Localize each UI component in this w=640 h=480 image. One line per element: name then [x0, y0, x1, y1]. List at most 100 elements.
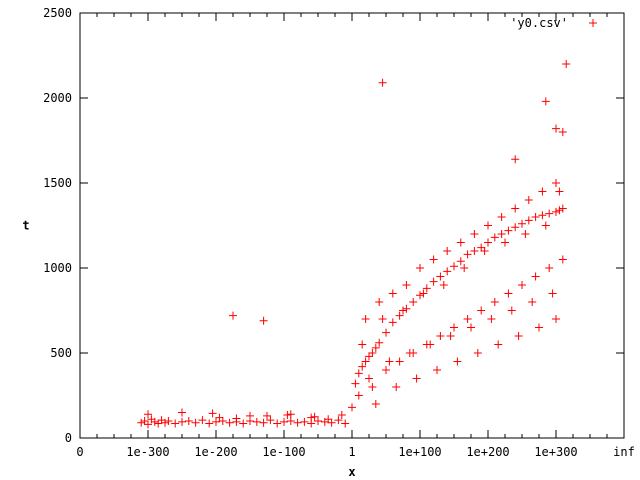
data-point [382, 328, 390, 337]
data-point [140, 417, 149, 425]
data-point [392, 383, 401, 391]
legend: 'y0.csv' [510, 16, 597, 30]
data-point [154, 419, 163, 428]
legend-marker [589, 19, 597, 27]
data-point [266, 416, 275, 425]
data-point [470, 247, 479, 255]
data-point [494, 340, 503, 349]
data-point [283, 411, 292, 420]
data-point [273, 419, 282, 428]
data-point [378, 78, 387, 87]
data-point [446, 332, 455, 340]
data-point [280, 417, 288, 426]
data-point [327, 418, 336, 427]
data-point [450, 262, 458, 271]
x-tick-label: 1e-300 [126, 445, 169, 459]
data-point [368, 349, 377, 357]
data-point [558, 204, 567, 213]
data-point [184, 417, 193, 425]
data-point [385, 357, 394, 366]
data-point [473, 349, 482, 357]
data-point [507, 306, 516, 315]
data-point [456, 257, 465, 266]
data-point [252, 417, 261, 426]
data-point [286, 410, 295, 419]
data-point [477, 243, 486, 252]
data-point [388, 289, 397, 298]
data-point [324, 415, 333, 424]
data-point [518, 219, 526, 228]
data-point [239, 419, 248, 428]
data-point [429, 255, 438, 264]
data-point [538, 211, 547, 220]
data-point [504, 226, 513, 235]
data-point [463, 315, 472, 323]
data-point [371, 343, 380, 352]
data-points [137, 60, 571, 429]
data-point [436, 272, 445, 281]
y-tick-label: 1000 [43, 261, 72, 275]
data-point [514, 332, 523, 340]
data-point [497, 213, 506, 221]
y-axis-title: t [22, 219, 29, 233]
data-point [511, 223, 520, 232]
data-point [453, 357, 462, 366]
data-point [558, 255, 567, 264]
data-point [484, 221, 492, 230]
data-point [552, 207, 560, 216]
data-point [545, 209, 554, 218]
data-point [558, 128, 567, 136]
data-point [552, 124, 560, 133]
data-point [395, 311, 404, 320]
data-point [545, 264, 554, 272]
data-point [524, 216, 533, 225]
data-point [208, 409, 217, 418]
x-tick-label: 1e-200 [194, 445, 237, 459]
x-tick-label: 1e+200 [466, 445, 509, 459]
data-point [541, 97, 550, 106]
data-point [535, 323, 543, 332]
data-point [171, 419, 180, 428]
data-point [348, 403, 356, 412]
axes: 0 500 1000 1500 2000 2500 0 1e-300 1e-200 1e-100 1… [22, 6, 634, 479]
data-point [371, 400, 380, 408]
x-tick-label: 1e-100 [262, 445, 305, 459]
data-point [144, 410, 152, 419]
data-point [378, 315, 387, 323]
data-point [467, 323, 475, 332]
data-point [501, 238, 509, 247]
data-point [555, 206, 564, 215]
x-tick-label: 1e+100 [398, 445, 441, 459]
data-point [232, 414, 241, 423]
data-point [548, 289, 557, 298]
data-point [310, 412, 319, 421]
data-point [358, 362, 367, 371]
data-point [259, 316, 268, 325]
data-point [178, 417, 186, 426]
data-point [443, 247, 452, 255]
data-point [365, 374, 373, 383]
data-point [456, 238, 465, 247]
data-point [439, 281, 448, 289]
data-point [351, 379, 360, 388]
data-point [524, 196, 533, 204]
data-point [399, 306, 407, 315]
data-point [365, 352, 373, 361]
data-point [562, 60, 571, 68]
x-tick-label: 1 [348, 445, 355, 459]
data-point [405, 349, 414, 357]
data-point [511, 155, 520, 164]
data-point [555, 187, 564, 196]
data-point [470, 230, 479, 238]
data-point [382, 366, 390, 374]
y-tick-label: 500 [50, 346, 72, 360]
data-point [263, 411, 271, 420]
data-point [541, 221, 550, 230]
data-point [314, 417, 322, 425]
data-point [307, 413, 316, 422]
data-point [259, 418, 268, 427]
data-point [395, 357, 404, 366]
data-point [531, 272, 540, 281]
